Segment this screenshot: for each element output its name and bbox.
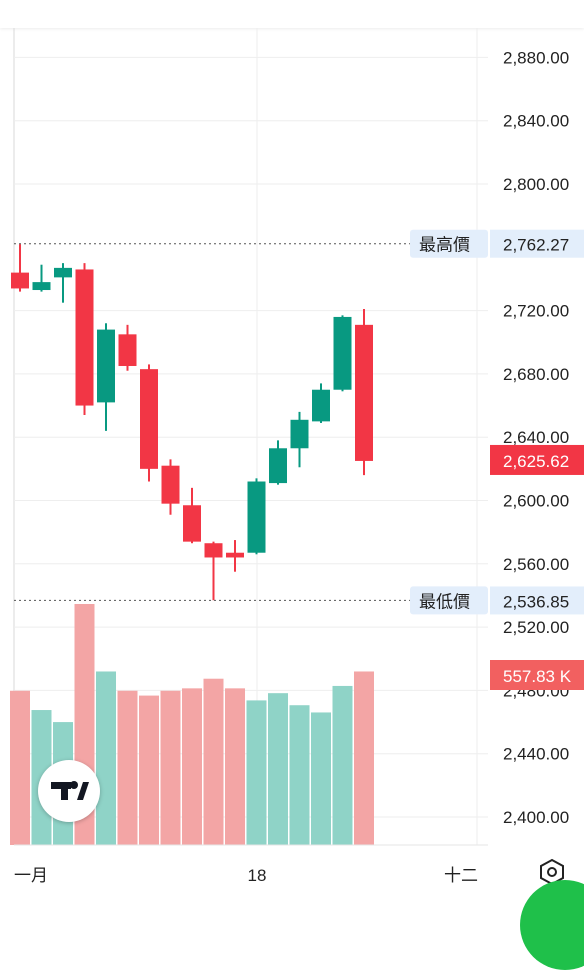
high-value-bg: [490, 229, 584, 258]
high-value-label: 2,762.27: [503, 236, 569, 255]
candle-body: [161, 465, 180, 504]
candle-body: [118, 334, 137, 366]
candle-body: [183, 505, 201, 542]
low-value-bg: [490, 586, 584, 615]
price-tick-label: 2,440.00: [503, 745, 569, 764]
candle-body: [54, 267, 72, 278]
price-tick-label: 2,680.00: [503, 365, 569, 384]
candle-body: [97, 329, 115, 403]
time-tick-label: 十二: [444, 866, 478, 885]
volume-bar: [311, 712, 331, 845]
volume-bar: [268, 693, 288, 845]
high-label-bg: [410, 229, 488, 258]
candle-body: [11, 272, 29, 289]
last-price-label: 2,625.62: [503, 452, 569, 471]
volume-bar: [332, 685, 353, 845]
time-tick-label: 18: [248, 866, 267, 885]
candle-body: [269, 448, 287, 484]
price-tick-label: 2,800.00: [503, 175, 569, 194]
candle-body: [247, 481, 266, 553]
candle-body: [290, 419, 309, 449]
candle-body: [140, 369, 158, 469]
volume-bar: [182, 688, 202, 845]
price-tick-label: 2,720.00: [503, 302, 569, 321]
low-label-bg: [410, 586, 488, 615]
high-label: 最高價: [419, 236, 470, 255]
candle-body: [32, 282, 51, 291]
price-axis: 2,880.00 2,840.00 2,800.00 2,720.00 2,680.00…: [503, 48, 569, 827]
candle-body: [333, 316, 352, 390]
high-low-markers: 最高價 2,762.27 最低價 2,536.85 2,625.62 557.83 K: [14, 229, 584, 690]
volume-bar: [203, 678, 224, 845]
price-tick-label: 2,880.00: [503, 48, 569, 67]
volume-bar: [160, 690, 181, 845]
candle-body: [226, 552, 244, 558]
low-value-label: 2,536.85: [503, 592, 569, 611]
last-volume-badge: [490, 660, 584, 690]
volume-bar: [289, 705, 310, 845]
low-label: 最低價: [419, 592, 470, 611]
volume-bar: [10, 690, 30, 845]
last-price-badge: [490, 444, 584, 475]
volume-bar: [354, 671, 374, 845]
time-axis: 一月 18 十二: [14, 844, 488, 885]
time-tick-label: 一月: [14, 866, 48, 885]
candle-layer: [11, 244, 373, 601]
candle-body: [204, 543, 223, 558]
price-tick-label: 2,600.00: [503, 492, 569, 511]
price-tick-label: 2,520.00: [503, 618, 569, 637]
volume-bar: [246, 700, 267, 845]
price-tick-label: 2,400.00: [503, 808, 569, 827]
volume-bar: [225, 688, 245, 845]
top-toolbar: [0, 0, 584, 28]
price-tick-label: 2,840.00: [503, 112, 569, 131]
volume-bar: [96, 671, 116, 845]
candle-body: [75, 269, 94, 406]
last-volume-label: 557.83 K: [503, 667, 572, 686]
price-tick-label: 2,640.00: [503, 428, 569, 447]
candle-body: [355, 324, 373, 461]
volume-bar: [117, 690, 138, 845]
volume-bar: [139, 695, 159, 845]
price-tick-label: 2,560.00: [503, 555, 569, 574]
candle-body: [312, 389, 330, 422]
tradingview-logo-icon[interactable]: [38, 760, 100, 822]
